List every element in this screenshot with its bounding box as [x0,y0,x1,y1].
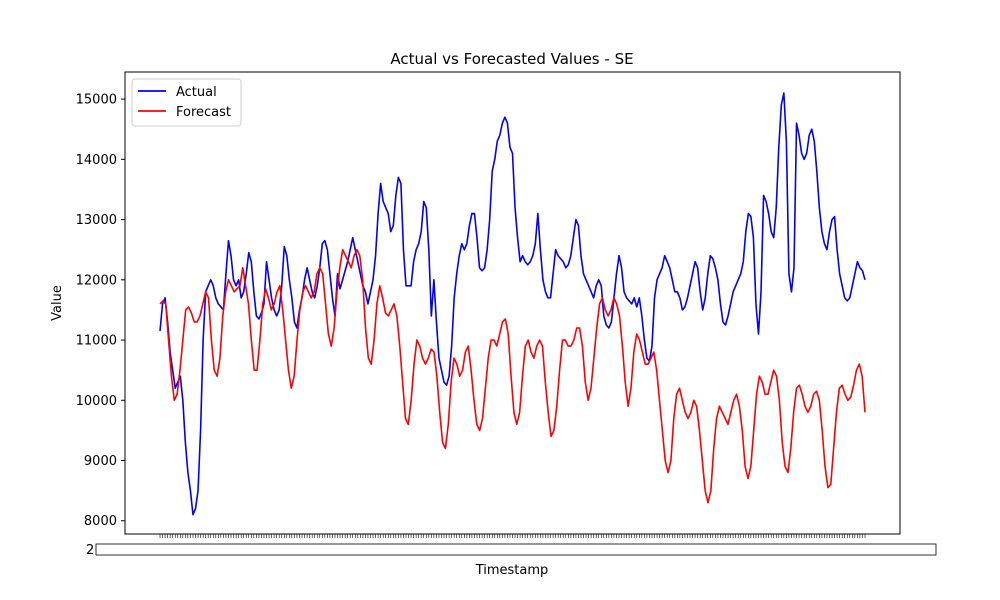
y-axis: 8000 9000 10000 11000 12000 13000 14000 15000 [76,93,125,529]
x-ticks [159,534,866,538]
y-tick-label: 15000 [76,93,117,108]
y-tick-label: 14000 [76,153,117,168]
x-tick-labels-overlap [95,543,937,556]
legend-forecast-label: Forecast [176,105,231,120]
y-tick-label: 12000 [76,273,117,288]
y-tick-label: 11000 [76,334,117,349]
y-tick-label: 13000 [76,213,117,228]
legend-actual-label: Actual [176,85,217,100]
series-line-forecast [159,248,866,504]
series-layer [159,92,866,516]
y-axis-label: Value [50,285,65,321]
y-tick-label: 8000 [84,514,117,529]
chart-title: Actual vs Forecasted Values - SE [390,50,633,68]
series-line-actual [159,92,866,516]
x-axis-label: Timestamp [475,563,549,578]
y-tick-label: 10000 [76,394,117,409]
x-tick-label: 2 [86,543,94,558]
legend: Actual Forecast [131,78,242,127]
x-axis: 2 [86,534,937,558]
y-tick-label: 9000 [84,454,117,469]
